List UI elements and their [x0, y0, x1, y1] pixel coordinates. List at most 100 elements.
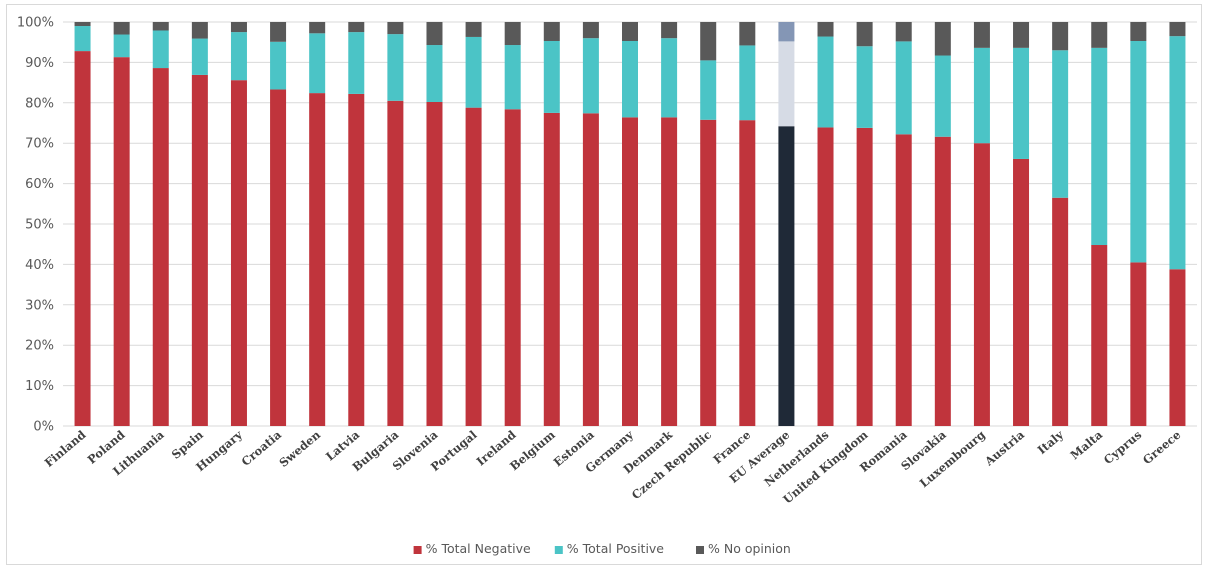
bar-segment: [661, 22, 678, 39]
bar-segment: [309, 93, 326, 426]
bar-segment: [582, 113, 599, 426]
y-tick-label: 70%: [25, 137, 54, 152]
bar-segment: [973, 47, 990, 144]
bar-segment: [1052, 22, 1069, 51]
y-tick-label: 30%: [25, 298, 54, 313]
x-tick-label: Cyprus: [1101, 428, 1144, 468]
bar-segment: [230, 22, 247, 33]
bars: [74, 22, 1186, 427]
bar-segment: [348, 32, 365, 94]
bar-segment: [309, 22, 326, 34]
legend-label: % Total Positive: [567, 541, 665, 556]
bar-segment: [934, 22, 951, 56]
bar-segment: [700, 22, 717, 61]
bar-segment: [582, 22, 599, 39]
bar-segment: [622, 22, 638, 41]
bar-segment: [426, 45, 443, 102]
x-tick-label: Greece: [1140, 428, 1183, 468]
bar-segment: [739, 120, 756, 426]
legend-swatch: [696, 546, 704, 554]
bar-segment: [895, 134, 912, 426]
bar-segment: [622, 40, 638, 118]
bar-segment: [1091, 22, 1108, 48]
bar-segment: [817, 36, 834, 128]
y-tick-label: 80%: [25, 96, 54, 111]
bar-segment: [856, 46, 873, 128]
bar-segment: [1052, 197, 1069, 426]
bar-segment: [152, 30, 169, 69]
bar-segment: [661, 38, 678, 118]
bar-segment: [230, 32, 247, 81]
bar-segment: [817, 22, 834, 37]
bar-segment: [348, 93, 365, 427]
bar-segment: [387, 22, 404, 35]
bar-segment: [700, 60, 717, 120]
bar-segment: [856, 22, 873, 47]
bar-segment: [270, 89, 287, 426]
bar-segment: [113, 34, 130, 58]
bar-segment: [582, 38, 599, 114]
bar-segment: [465, 36, 482, 108]
bar-segment: [778, 126, 795, 427]
bar-segment: [1130, 40, 1147, 263]
bar-segment: [973, 22, 990, 48]
bar-segment: [309, 33, 326, 94]
x-tick-label: Italy: [1035, 427, 1067, 457]
bar-segment: [387, 100, 404, 426]
bar-segment: [191, 74, 208, 426]
bar-segment: [74, 51, 91, 426]
bar-segment: [778, 41, 795, 127]
y-tick-label: 20%: [25, 339, 54, 354]
bar-segment: [426, 22, 443, 46]
bar-segment: [504, 109, 521, 426]
bar-segment: [622, 117, 638, 427]
bar-segment: [1169, 269, 1186, 426]
bar-segment: [1169, 22, 1186, 37]
bar-segment: [700, 119, 717, 426]
bar-segment: [1091, 245, 1108, 426]
bar-segment: [543, 22, 560, 41]
bar-segment: [230, 80, 247, 427]
bar-segment: [934, 55, 951, 137]
bar-segment: [1013, 22, 1030, 48]
bar-segment: [817, 127, 834, 426]
bar-segment: [1130, 22, 1147, 41]
bar-segment: [1130, 262, 1147, 426]
y-tick-label: 50%: [25, 218, 54, 233]
x-tick-label: Austria: [981, 427, 1027, 469]
bar-segment: [543, 112, 560, 427]
bar-segment: [113, 22, 130, 35]
bar-segment: [465, 107, 482, 426]
bar-segment: [895, 41, 912, 135]
chart-frame: [6, 4, 1202, 565]
bar-segment: [152, 68, 169, 426]
bar-segment: [270, 41, 287, 90]
bar-segment: [973, 143, 990, 426]
y-tick-label: 60%: [25, 177, 54, 192]
bar-segment: [387, 34, 404, 101]
y-tick-label: 10%: [25, 379, 54, 394]
bar-segment: [191, 38, 208, 75]
bar-segment: [1052, 50, 1069, 198]
bar-segment: [426, 101, 443, 426]
bar-segment: [856, 127, 873, 427]
bar-segment: [152, 22, 169, 31]
bar-segment: [543, 40, 560, 113]
legend-swatch: [413, 546, 422, 554]
x-tick-label: Croatia: [239, 427, 285, 469]
y-tick-label: 0%: [33, 420, 54, 435]
bar-segment: [270, 22, 287, 42]
legend-label: % Total Negative: [426, 541, 531, 556]
legend-label: % No opinion: [708, 541, 791, 556]
bar-segment: [1013, 47, 1030, 159]
y-axis: 0% 10% 20% 30% 40% 50% 60% 70% 80% 90% 100%: [17, 16, 54, 435]
bar-segment: [1091, 47, 1108, 246]
bar-segment: [504, 22, 521, 46]
bar-segment: [74, 22, 91, 27]
bar-segment: [739, 45, 756, 121]
x-tick-label: Malta: [1068, 427, 1106, 462]
x-tick-label: Sweden: [276, 427, 323, 470]
y-tick-label: 90%: [25, 56, 54, 71]
bar-segment: [191, 22, 208, 39]
